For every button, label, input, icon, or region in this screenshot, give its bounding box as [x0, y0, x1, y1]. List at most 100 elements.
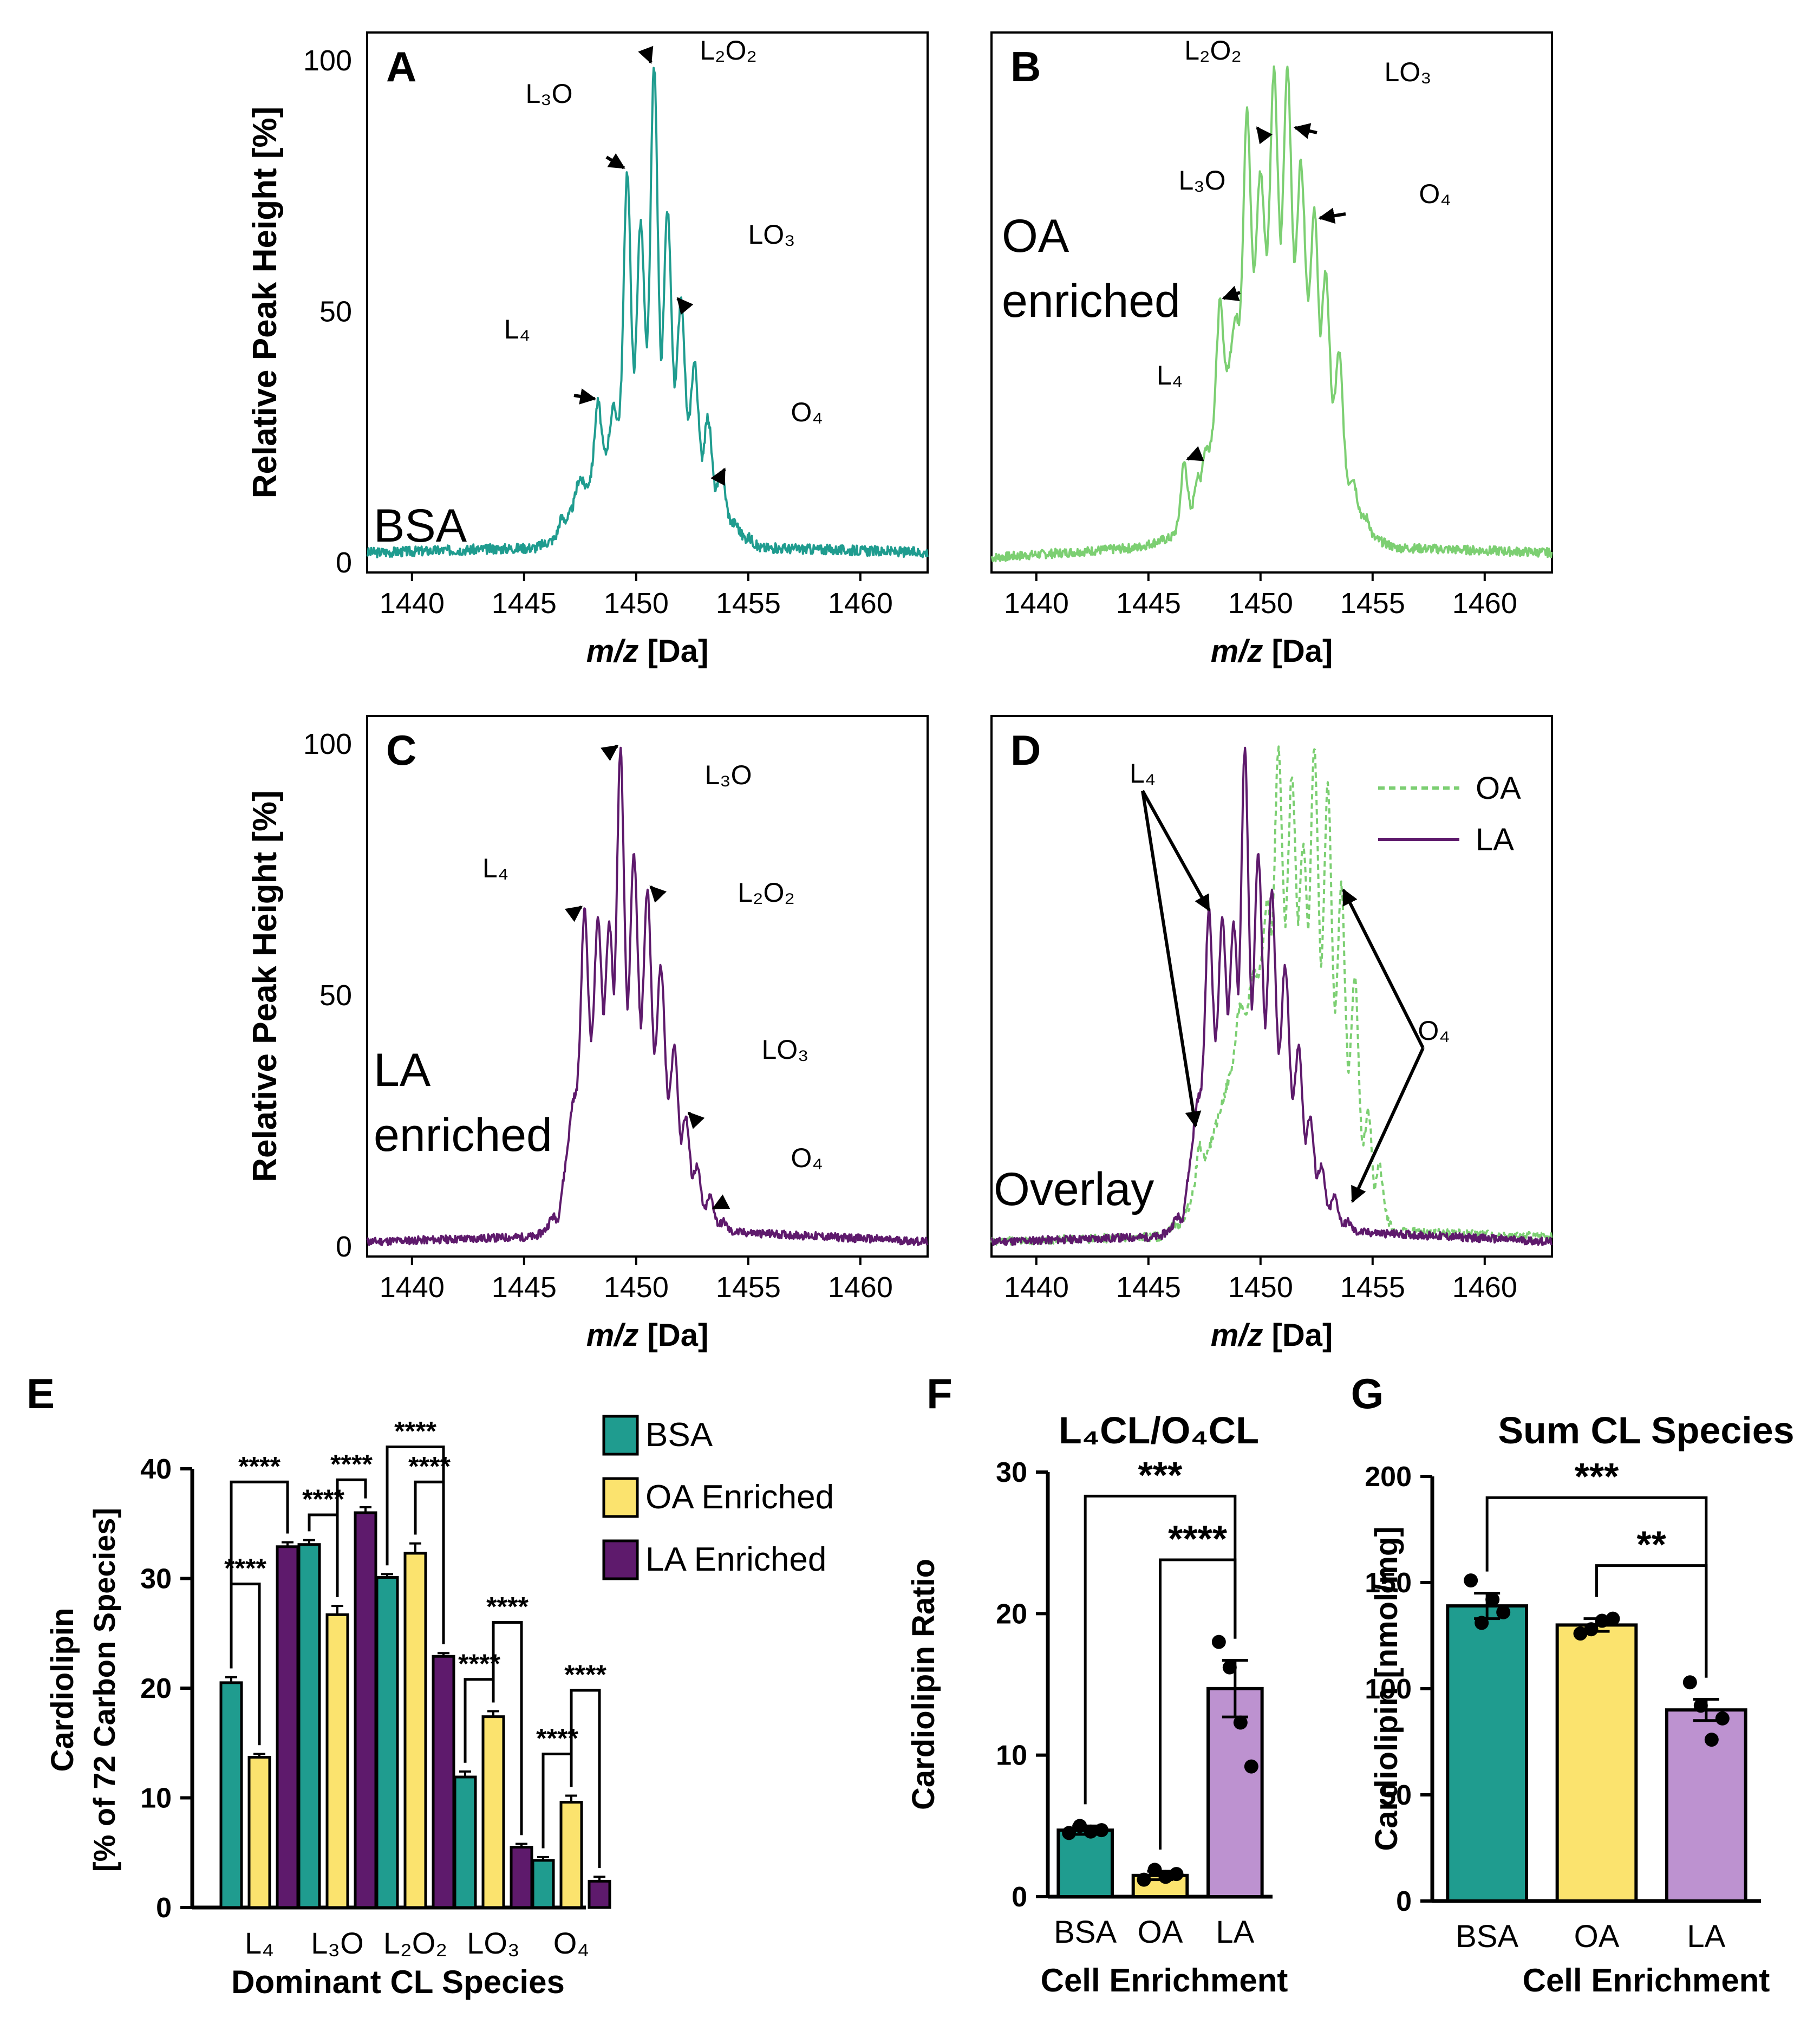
data-point — [1682, 1675, 1697, 1690]
x-tick-label: 1455 — [716, 587, 781, 620]
x-label-unit: [Da] — [1263, 1318, 1333, 1353]
panel-C: 1440 1445 1450 1455 1460 0 50 100 Relative Peak … — [246, 715, 929, 1353]
peak-annotation: L₄ — [504, 314, 530, 344]
x-tick-label: 1455 — [1340, 1271, 1405, 1304]
y-axis-label: Cardiolipin [nmol/mg] — [1369, 1526, 1404, 1851]
annotation-arrow — [638, 45, 654, 64]
annotation-arrow — [564, 905, 583, 922]
peak-annotation: L₂O₂ — [1184, 35, 1242, 66]
legend-label: LA — [1476, 822, 1514, 857]
significance-bracket — [570, 1689, 601, 1869]
y-axis-label: Relative Peak Height [%] — [246, 790, 284, 1182]
x-tick-label: LA — [1687, 1919, 1725, 1954]
data-point — [1573, 1626, 1588, 1641]
x-tick-label: 1460 — [1452, 1271, 1517, 1304]
panel-B: 1440 1445 1450 1455 1460 m/z [Da] B OA enriched L… — [990, 31, 1553, 669]
annotation-arrow — [1342, 888, 1425, 1049]
chart-title: L₄CL/O₄CL — [1059, 1409, 1259, 1451]
x-tick-label: O₄ — [553, 1926, 589, 1960]
annotation-arrow — [676, 297, 694, 315]
legend-swatch — [602, 1539, 639, 1580]
data-point — [1062, 1826, 1077, 1840]
x-tick-label: L₃O — [311, 1926, 364, 1960]
y-axis-label: Relative Peak Height [%] — [246, 107, 284, 499]
y-tick-label: 0 — [156, 1892, 172, 1924]
legend-label: OA Enriched — [645, 1479, 834, 1516]
y-axis-label: Cardiolipin — [45, 1608, 80, 1772]
inset-label-line: enriched — [1002, 275, 1180, 327]
inset-label-line: BSA — [374, 500, 467, 552]
data-point — [1073, 1819, 1087, 1833]
significance-label: ** — [1636, 1524, 1666, 1566]
peak-annotation: L₂O₂ — [738, 877, 795, 908]
data-point — [1211, 1635, 1226, 1649]
legend-label: BSA — [645, 1416, 713, 1454]
inset-label: LA enriched — [374, 1044, 552, 1161]
inset-label-line: enriched — [374, 1109, 552, 1161]
significance-label: **** — [486, 1592, 529, 1622]
annotation-arrow — [710, 467, 726, 486]
x-tick-label: 1450 — [604, 1271, 669, 1304]
annotation-arrow — [605, 153, 625, 170]
annotation-arrow — [1141, 790, 1202, 1128]
x-axis-label: Dominant CL Species — [231, 1964, 565, 2000]
annotation-arrow — [573, 388, 597, 405]
data-point — [1595, 1613, 1609, 1628]
x-tick-label: BSA — [1456, 1919, 1518, 1954]
y-tick-label: 100 — [1365, 1674, 1412, 1705]
annotation-arrow — [1293, 123, 1317, 139]
annotation-arrow — [1351, 1047, 1425, 1203]
y-tick-label: 200 — [1365, 1461, 1412, 1493]
x-tick-label: 1455 — [1340, 587, 1405, 620]
panel-G: 0 50 100 150 200 Cardiolipin [nmol/mg] G Sum CL… — [1351, 1370, 1795, 1999]
inset-label: OA enriched — [1002, 210, 1180, 327]
peak-annotation: L₄ — [482, 853, 508, 883]
x-tick-label: L₄ — [245, 1926, 274, 1960]
plot-frame — [366, 715, 929, 1258]
significance-label: **** — [1168, 1518, 1228, 1560]
panel-letter: C — [386, 726, 416, 774]
significance-bracket — [1595, 1564, 1708, 1678]
significance-label: **** — [330, 1449, 373, 1479]
bar — [403, 1552, 427, 1909]
x-tick-label: LA — [1216, 1915, 1254, 1950]
y-tick-label: 0 — [336, 1231, 352, 1263]
significance-bracket — [230, 1480, 289, 1669]
significance-bracket — [336, 1478, 367, 1597]
x-tick-label: 1450 — [604, 587, 669, 620]
data-point — [1704, 1733, 1719, 1747]
bar — [297, 1543, 321, 1909]
bar — [276, 1545, 299, 1909]
legend-swatch — [602, 1415, 639, 1456]
peak-annotation: LO₃ — [1384, 57, 1431, 87]
significance-label: *** — [1575, 1455, 1619, 1498]
x-label-italic: m/z — [586, 1318, 639, 1353]
series-line-oa — [990, 65, 1553, 563]
x-label-unit: [Da] — [638, 1318, 708, 1353]
x-label-unit: [Da] — [1263, 634, 1333, 669]
x-label-italic: m/z — [586, 634, 639, 669]
y-tick-label: 30 — [996, 1457, 1027, 1488]
data-point — [1169, 1867, 1184, 1882]
bar — [1665, 1708, 1747, 1903]
x-axis-label: m/z [Da] — [1211, 634, 1333, 669]
x-tick-label: OA — [1138, 1915, 1183, 1950]
annotation-arrow — [649, 885, 667, 903]
bar — [510, 1846, 533, 1909]
significance-bracket — [492, 1621, 523, 1835]
x-axis-label: m/z [Da] — [586, 1318, 709, 1353]
y-tick-label: 50 — [319, 979, 352, 1012]
annotation-arrow — [687, 1111, 705, 1129]
x-tick-label: 1460 — [828, 1271, 893, 1304]
y-axis-label: Cardiolipin Ratio — [906, 1559, 941, 1810]
legend-label: LA Enriched — [645, 1541, 826, 1578]
bar — [1446, 1604, 1529, 1903]
plot-frame — [990, 715, 1553, 1258]
peak-annotation: O₄ — [1419, 179, 1451, 209]
y-tick-label: 0 — [1012, 1882, 1027, 1913]
significance-label: **** — [224, 1553, 266, 1584]
annotation-arrow — [1318, 207, 1346, 224]
panel-F: 0 10 20 30 Cardiolipin Ratio F L₄CL/O₄CL Cell E… — [906, 1370, 1288, 1999]
panel-E: 0 10 20 30 40 Cardiolipin [% of 72 Carbon Spec… — [27, 1370, 834, 2000]
